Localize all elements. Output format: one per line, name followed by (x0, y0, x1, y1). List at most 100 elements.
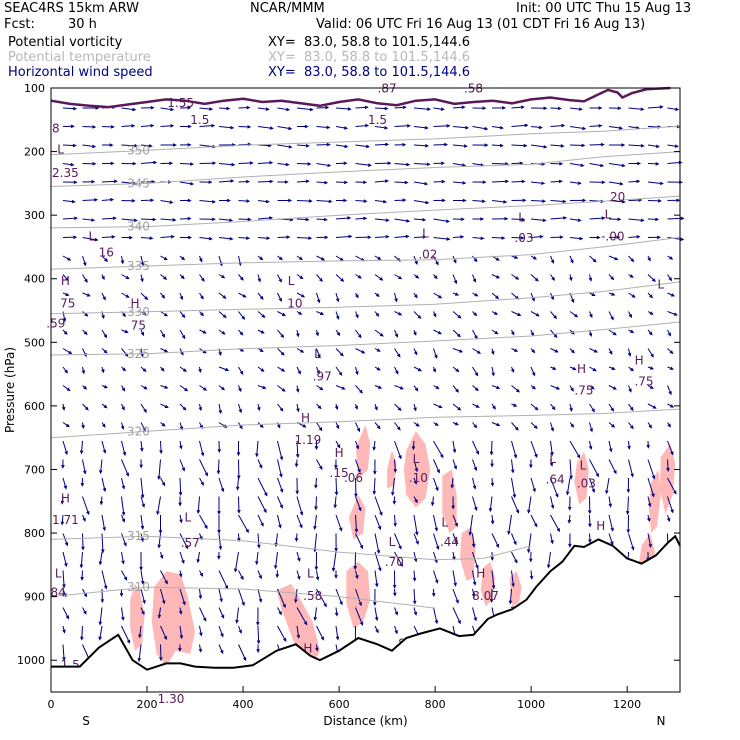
wind-arrowhead-531 (393, 592, 397, 597)
wind-arrowhead-33 (92, 162, 97, 166)
wind-arrowhead-398 (320, 311, 325, 316)
wind-arrowhead-423 (347, 216, 352, 220)
wind-vector-780 (589, 125, 602, 127)
wind-arrowhead-51 (86, 510, 90, 516)
wind-arrowhead-89 (132, 107, 137, 112)
wind-vector-424 (335, 235, 352, 238)
wind-arrowhead-467 (354, 493, 358, 498)
wind-arrowhead-596 (462, 198, 467, 203)
wind-arrowhead-476 (384, 106, 389, 111)
wind-arrowhead-274 (247, 217, 252, 222)
wind-vector-837 (628, 292, 636, 298)
wind-vector-726 (530, 514, 538, 527)
wind-arrowhead-198 (178, 491, 183, 497)
wind-arrowhead-72 (103, 334, 108, 339)
wind-arrowhead-451 (362, 180, 368, 185)
wind-arrowhead-661 (494, 330, 499, 335)
wind-arrowhead-468 (358, 507, 362, 512)
wind-vector-512 (394, 235, 409, 238)
wind-arrowhead-185 (187, 235, 193, 240)
wind-arrowhead-614 (454, 540, 458, 545)
wind-vector-586 (433, 533, 439, 550)
field-xy-wind: XY= 83.0, 58.8 to 101.5,144.6 (268, 65, 471, 80)
wind-arrowhead-517 (394, 333, 399, 338)
wind-vector-559 (413, 570, 416, 581)
wind-vector-409 (314, 514, 317, 529)
wind-arrowhead-222 (198, 368, 202, 374)
wind-vector-647 (472, 607, 477, 621)
wind-vector-407 (315, 477, 317, 488)
wind-vector-201 (179, 533, 189, 549)
wind-vector-159 (160, 311, 168, 317)
pv-1-5-contour (50, 86, 671, 109)
wind-arrowhead-800 (588, 510, 592, 515)
wind-vector-343 (277, 385, 286, 392)
wind-vector-116 (121, 607, 124, 620)
wind-vector-29 (62, 644, 65, 661)
wind-arrowhead-289 (237, 509, 241, 514)
wind-arrowhead-73 (103, 349, 108, 354)
wind-vector-519 (394, 366, 399, 374)
wind-arrowhead-47 (81, 424, 85, 429)
wind-arrowhead-827 (640, 107, 645, 111)
wind-arrowhead-551 (415, 423, 420, 427)
wind-arrowhead-39 (84, 278, 88, 283)
wind-arrowhead-261 (218, 546, 223, 551)
wind-arrowhead-314 (257, 406, 261, 412)
theta-contour-label-330: 330 (127, 305, 150, 319)
wind-vector-618 (452, 607, 461, 624)
wind-arrowhead-556 (415, 531, 419, 536)
wind-vector-798 (589, 459, 599, 477)
wind-vector-80 (101, 477, 106, 492)
wind-arrowhead-304 (268, 216, 274, 220)
wind-vector-82 (101, 514, 106, 531)
wind-arrowhead-639 (473, 467, 478, 472)
wind-vector-741 (550, 311, 557, 319)
forecast-label: Fcst: (4, 17, 35, 32)
wind-arrowhead-493 (376, 425, 381, 430)
wind-arrowhead-494 (372, 446, 376, 451)
wind-arrowhead-166 (159, 450, 163, 455)
wind-vector-721 (530, 422, 538, 429)
wind-vector-184 (179, 217, 191, 220)
wind-vector-448 (355, 124, 369, 127)
wind-arrowhead-118 (150, 105, 155, 110)
wind-arrowhead-83 (101, 549, 105, 554)
wind-vector-13 (62, 348, 72, 355)
wind-vector-564 (433, 125, 450, 127)
wind-arrowhead-535 (424, 125, 429, 130)
wind-vector-827 (628, 107, 644, 110)
wind-vector-897 (667, 477, 677, 494)
wind-arrowhead-507 (402, 142, 407, 147)
wind-arrowhead-788 (588, 277, 593, 282)
wind-arrowhead-672 (495, 544, 500, 549)
wind-vector-465 (355, 440, 359, 449)
wind-vector-22 (61, 514, 64, 525)
wind-vector-379 (296, 496, 303, 515)
wind-arrowhead-350 (278, 524, 282, 529)
wind-vector-466 (355, 459, 361, 473)
wind-vector-385 (296, 607, 308, 625)
wind-arrowhead-303 (265, 199, 270, 204)
wind-arrowhead-729 (529, 575, 534, 580)
field-xy-pv: XY= 83.0, 58.8 to 101.5,144.6 (268, 35, 471, 50)
wind-arrowhead-45 (83, 385, 88, 390)
wind-vector-806 (608, 163, 625, 167)
wind-vector-727 (527, 533, 532, 553)
wind-vector-802 (589, 533, 591, 543)
wind-arrowhead-646 (471, 593, 476, 598)
wind-vector-879 (667, 144, 678, 147)
wind-vector-755 (569, 107, 582, 110)
wind-vector-297 (238, 644, 247, 661)
wind-arrowhead-448 (364, 123, 370, 128)
wind-arrowhead-759 (577, 181, 582, 185)
wind-vector-322 (256, 551, 259, 564)
x-tick-label-200: 200 (137, 698, 158, 711)
wind-vector-752 (550, 514, 560, 532)
wind-vector-393 (316, 218, 327, 221)
wind-arrowhead-831 (636, 179, 641, 184)
wind-arrowhead-237 (198, 648, 203, 653)
x-tick-label-1000: 1000 (517, 698, 545, 711)
wind-arrowhead-608 (454, 422, 459, 426)
wind-arrowhead-680 (519, 161, 524, 165)
